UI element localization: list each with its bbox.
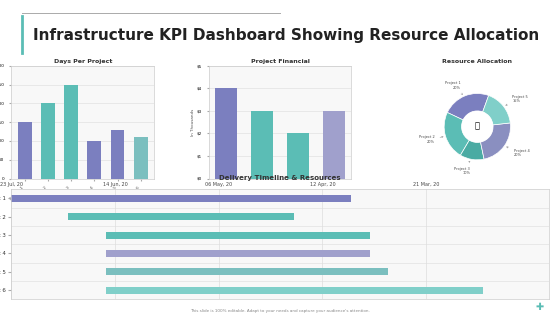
Bar xyxy=(251,111,273,179)
Bar xyxy=(105,287,483,294)
Text: This slide is 100% editable. Adapt to your needs and capture your audience's att: This slide is 100% editable. Adapt to yo… xyxy=(190,309,370,313)
Bar xyxy=(105,268,389,275)
Y-axis label: In Thousands: In Thousands xyxy=(191,109,195,136)
Title: Resource Allocation: Resource Allocation xyxy=(442,59,512,64)
Bar xyxy=(18,122,31,179)
Bar xyxy=(215,88,237,179)
Bar xyxy=(68,213,294,220)
Text: ✚: ✚ xyxy=(535,302,543,312)
Bar xyxy=(105,232,370,238)
Bar xyxy=(110,130,124,179)
Bar xyxy=(323,111,345,179)
Bar xyxy=(41,103,55,179)
Bar xyxy=(87,141,101,179)
Bar xyxy=(11,195,351,202)
Text: Infrastructure KPI Dashboard Showing Resource Allocation: Infrastructure KPI Dashboard Showing Res… xyxy=(32,28,539,43)
Title: Days Per Project: Days Per Project xyxy=(54,59,112,64)
Bar xyxy=(64,85,78,179)
Title: Delivery Timeline & Resources: Delivery Timeline & Resources xyxy=(219,175,341,180)
Bar xyxy=(287,134,309,179)
Title: Project Financial: Project Financial xyxy=(250,59,310,64)
Bar xyxy=(134,137,148,179)
Bar xyxy=(105,250,370,257)
